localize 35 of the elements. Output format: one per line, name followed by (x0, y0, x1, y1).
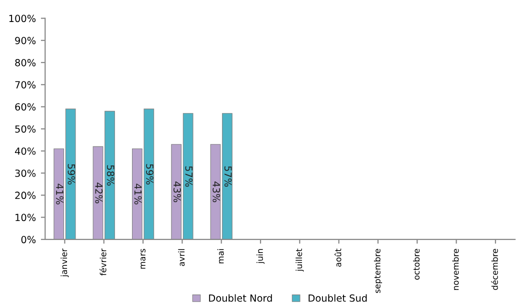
x-tick-label: avril (178, 249, 185, 266)
x-tick-label: juin (256, 249, 265, 264)
y-tick-label: 50% (15, 125, 36, 133)
legend-label: Doublet Sud (308, 294, 367, 302)
data-label: 58% (106, 165, 114, 186)
y-tick-label: 40% (14, 147, 36, 155)
y-tick-label: 90% (15, 36, 36, 44)
y-tick-label: 20% (15, 192, 36, 200)
x-tick-label: janvier (60, 248, 69, 278)
data-label: 41% (56, 184, 64, 204)
y-tick-label: 100% (9, 14, 36, 22)
x-tick-label: août (334, 248, 342, 267)
x-tick-label: juillet (296, 248, 304, 272)
x-tick-label: mars (140, 248, 146, 269)
y-tick-label: 0% (21, 236, 36, 244)
x-tick-label: mai (217, 249, 224, 264)
data-label: 59% (146, 164, 154, 184)
x-tick-label: février (100, 248, 106, 276)
data-label: 43% (174, 182, 181, 202)
x-tick-label: novembre (452, 248, 459, 290)
x-tick-label: octobre (413, 248, 420, 280)
data-label: 57% (224, 166, 232, 187)
y-tick-label: 80% (15, 59, 36, 66)
x-tick-label: décembre (491, 248, 498, 290)
legend-label: Doublet Nord (209, 294, 272, 302)
y-tick-label: 30% (15, 170, 36, 177)
y-tick-label: 60% (15, 103, 36, 111)
data-label: 43% (212, 182, 220, 202)
y-tick-label: 10% (16, 214, 36, 222)
y-tick-label: 70% (15, 81, 36, 88)
data-label: 41% (134, 184, 142, 204)
x-tick-label: septembre (374, 248, 382, 293)
data-label: 42% (95, 182, 103, 204)
data-label: 59% (68, 164, 76, 184)
data-label: 57% (185, 166, 193, 187)
